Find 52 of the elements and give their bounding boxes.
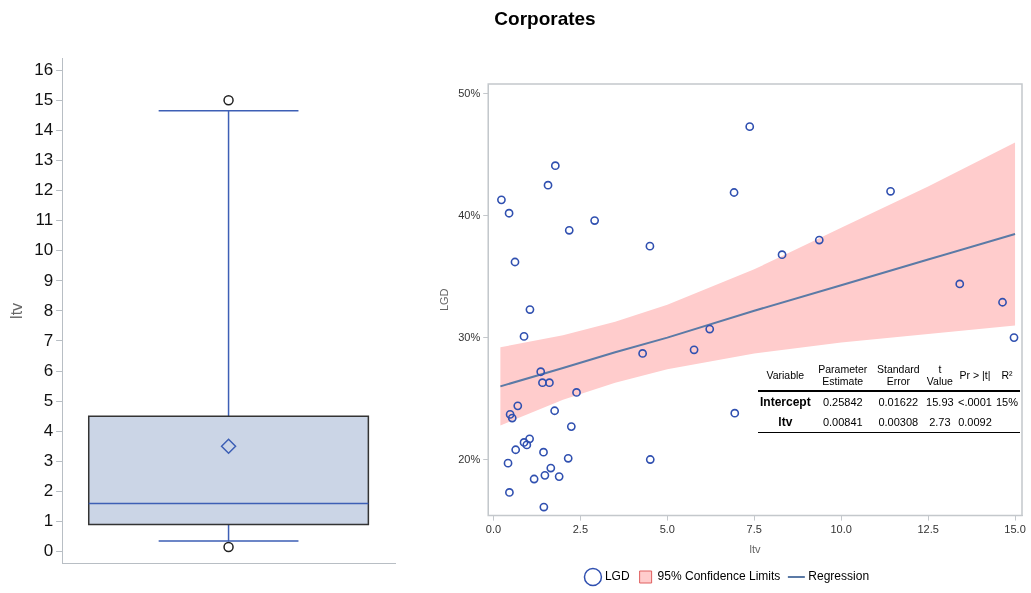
- annotation: Intercept: [759, 394, 812, 411]
- x-axis-title: ltv: [749, 543, 762, 556]
- y-tick-label: 14: [34, 120, 54, 140]
- annotation: 15%: [994, 395, 1019, 410]
- annotation: 0.25842: [821, 395, 864, 410]
- annotation: Parameter Estimate: [812, 360, 873, 391]
- x-tick-label: 7.5: [746, 523, 762, 536]
- y-tick-label: 3: [43, 451, 54, 470]
- annotation: 15.93: [925, 395, 955, 410]
- annotation: Pr > |t|: [956, 360, 994, 391]
- x-tick-label: 10.0: [830, 523, 852, 536]
- y-tick-label: 9: [43, 270, 54, 290]
- y-tick-label: 20%: [458, 452, 481, 465]
- annotation: 2.73: [923, 412, 956, 433]
- annotation: 0.0092: [956, 412, 994, 433]
- y-axis-title: ltv: [8, 302, 26, 319]
- annotation: ltv: [758, 412, 813, 433]
- annotation: 0.00841: [812, 412, 873, 433]
- annotation: Standard Error: [872, 360, 924, 391]
- annotation: R²: [993, 360, 1020, 391]
- annotation: <.0001: [957, 395, 993, 410]
- y-tick-label: 50%: [458, 86, 481, 99]
- y-tick-label: 5: [43, 390, 54, 410]
- annotation: t Value: [923, 360, 956, 391]
- y-tick-label: 15: [34, 90, 54, 109]
- y-tick-label: 11: [35, 210, 54, 230]
- x-tick-label: 0.0: [485, 523, 502, 536]
- legend-label: 95% Confidence Limits: [657, 569, 781, 584]
- y-axis-title: LGD: [437, 288, 450, 312]
- x-tick-label: 5.0: [659, 523, 675, 536]
- chart-title: Corporates: [493, 8, 597, 30]
- y-tick-label: 6: [43, 360, 54, 380]
- y-tick-label: 8: [43, 300, 54, 320]
- annotation: 0.00308: [872, 412, 924, 433]
- legend-label: Regression: [808, 569, 870, 584]
- y-tick-label: 7: [43, 330, 54, 350]
- annotation: Variable: [758, 360, 813, 391]
- annotation: 0.01622: [877, 395, 920, 410]
- x-tick-label: 15.0: [1004, 523, 1026, 536]
- y-tick-label: 12: [34, 180, 54, 200]
- y-tick-label: 1: [43, 511, 54, 531]
- x-tick-label: 2.5: [572, 523, 589, 536]
- y-tick-label: 4: [43, 420, 54, 440]
- y-tick-label: 16: [34, 59, 54, 79]
- y-tick-label: 30%: [458, 330, 481, 343]
- x-tick-label: 12.5: [917, 523, 939, 536]
- y-tick-label: 0: [43, 541, 54, 561]
- y-tick-label: 10: [34, 240, 54, 260]
- y-tick-label: 13: [34, 150, 54, 170]
- legend-label: LGD: [604, 569, 630, 584]
- y-tick-label: 2: [43, 481, 54, 501]
- y-tick-label: 40%: [458, 208, 481, 221]
